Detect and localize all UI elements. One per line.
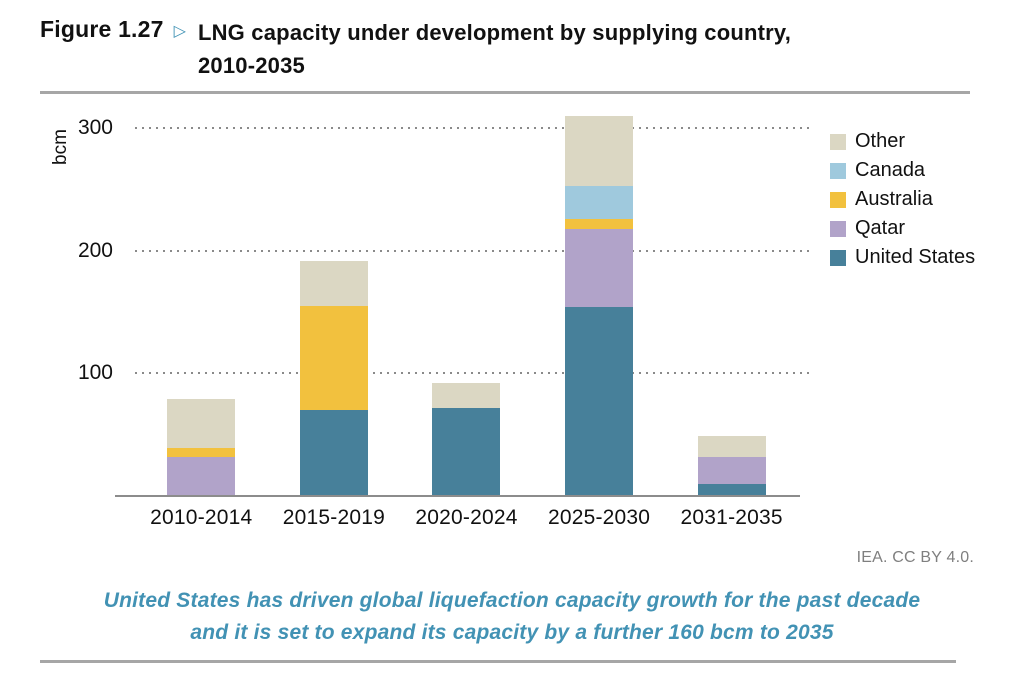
legend-label-united-states: United States: [855, 246, 976, 268]
figure-number-label: Figure 1.27: [40, 16, 164, 42]
legend-label-qatar: Qatar: [855, 217, 906, 239]
legend-swatch-australia: [830, 191, 846, 208]
y-tick-200: 200: [77, 238, 113, 262]
bar-segment-united-states-2025-2030: [565, 307, 634, 496]
y-axis-tick-labels: 100 200 300: [0, 100, 113, 496]
bar-segment-australia-2025-2030: [565, 218, 634, 229]
bar-segment-united-states-2031-2035: [697, 483, 766, 496]
bar-segment-canada-2025-2030: [565, 185, 634, 219]
bar-segment-qatar-2031-2035: [697, 456, 766, 484]
legend-label-other: Other: [855, 130, 906, 152]
legend-item-australia: Australia: [830, 188, 975, 210]
bar-segment-united-states-2015-2019: [299, 410, 368, 496]
figure-arrow-icon: ▷: [173, 23, 186, 40]
bar-column-2025-2030: [533, 100, 666, 496]
bar-segment-united-states-2020-2024: [432, 407, 501, 496]
bar-series-area: [135, 100, 798, 496]
chart-legend: Other Canada Australia Qatar United States: [830, 130, 976, 268]
bar-segment-other-2025-2030: [565, 115, 634, 186]
legend-label-canada: Canada: [855, 159, 926, 181]
legend-swatch-qatar: [830, 220, 846, 237]
figure-title-line2: 2010-2035: [197, 53, 305, 78]
stacked-bar-2010-2014: [167, 399, 236, 496]
x-axis-baseline: [115, 495, 800, 497]
gridline-100: [135, 372, 810, 375]
gridlines: [135, 100, 810, 496]
legend-swatch-canada: [830, 162, 846, 179]
bar-segment-australia-2015-2019: [299, 305, 368, 411]
bar-segment-australia-2010-2014: [167, 448, 236, 457]
bar-segment-qatar-2025-2030: [565, 228, 634, 308]
gridline-300: [135, 127, 810, 130]
x-tick-2015-2019: 2015-2019: [282, 506, 385, 529]
x-tick-2031-2035: 2031-2035: [680, 506, 783, 529]
bar-column-2020-2024: [400, 100, 533, 496]
legend-item-united-states: United States: [830, 246, 976, 268]
bar-segment-other-2010-2014: [167, 399, 236, 449]
stacked-bar-chart: bcm 100 200 300 2010-2014 2015-2019 2020-202…: [0, 100, 1024, 540]
legend-label-australia: Australia: [855, 188, 933, 210]
legend-swatch-other: [830, 133, 846, 150]
y-tick-300: 300: [77, 116, 113, 140]
bar-column-2031-2035: [665, 100, 798, 496]
legend-item-qatar: Qatar: [830, 217, 975, 239]
legend-swatch-united-states: [830, 249, 846, 266]
figure-title-line1: LNG capacity under development by supply…: [197, 20, 792, 45]
x-tick-2025-2030: 2025-2030: [547, 506, 651, 529]
bar-segment-other-2015-2019: [299, 260, 368, 306]
bar-column-2015-2019: [268, 100, 401, 496]
legend-item-canada: Canada: [830, 159, 975, 181]
attribution-text: IEA. CC BY 4.0.: [856, 549, 974, 566]
bar-column-2010-2014: [135, 100, 268, 496]
bar-segment-other-2020-2024: [432, 383, 501, 408]
figure-title: LNG capacity under development by supply…: [198, 16, 791, 82]
top-divider: [40, 91, 970, 94]
stacked-bar-2020-2024: [432, 383, 501, 496]
x-axis-tick-labels: 2010-2014 2015-2019 2020-2024 2025-2030 2031…: [135, 506, 798, 530]
figure-caption-line2: and it is set to expand its capacity by …: [190, 621, 834, 644]
gridline-200: [135, 249, 810, 252]
bar-segment-qatar-2010-2014: [167, 456, 236, 496]
figure-caption-line1: United States has driven global liquefac…: [103, 589, 921, 612]
legend-item-other: Other: [830, 130, 975, 152]
y-tick-100: 100: [77, 361, 113, 385]
bottom-divider: [40, 660, 956, 663]
figure-header: Figure 1.27 ▷ LNG capacity under develop…: [40, 16, 791, 82]
stacked-bar-2015-2019: [299, 260, 368, 496]
figure-caption: United States has driven global liquefac…: [0, 585, 1024, 649]
bar-segment-other-2031-2035: [697, 435, 766, 457]
stacked-bar-2025-2030: [565, 115, 634, 496]
stacked-bar-2031-2035: [697, 435, 766, 496]
x-tick-2020-2024: 2020-2024: [415, 506, 518, 529]
x-tick-2010-2014: 2010-2014: [150, 506, 253, 529]
